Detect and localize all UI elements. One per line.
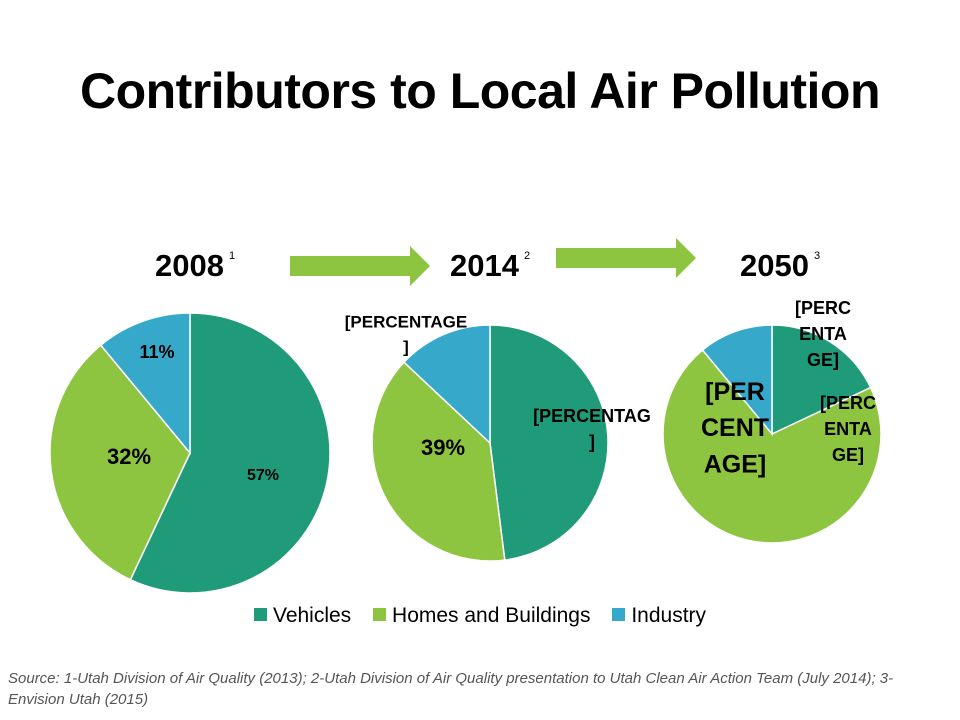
legend-item-homes: Homes and Buildings	[373, 604, 590, 628]
pie-slice-vehicles	[771, 324, 872, 436]
data-label-vehicles: 57%	[247, 467, 279, 484]
data-label-vehicles: [PERC ENTA GE]	[795, 298, 851, 370]
pie-slice-homes	[49, 344, 191, 581]
legend-swatch	[373, 607, 387, 621]
pie-slice-industry	[701, 324, 773, 437]
pie-slice-homes	[371, 361, 506, 562]
legend-item-vehicles: Vehicles	[253, 604, 351, 628]
pie-slice-homes	[662, 348, 882, 544]
year-label-2014: 2014 2	[450, 248, 531, 283]
pie-2008: 57% 32% 11%	[49, 312, 331, 594]
arrow-right-icon	[290, 246, 430, 286]
chart-legend: Vehicles Homes and Buildings Industry	[0, 604, 960, 628]
legend-item-industry: Industry	[612, 604, 706, 628]
pie-2050: [PERC ENTA GE] [PER CENT AGE] [PERC ENTA GE]	[662, 298, 882, 544]
data-label-homes: [PER CENT AGE]	[701, 378, 769, 479]
pie-slice-industry	[99, 312, 191, 456]
legend-swatch	[253, 607, 267, 621]
source-note: Source: 1-Utah Division of Air Quality (…	[8, 670, 894, 708]
pie-slice-vehicles	[129, 312, 331, 594]
data-label-homes: 32%	[107, 444, 151, 469]
data-label-homes: 39%	[421, 435, 465, 460]
pie-slice-industry	[402, 324, 491, 445]
year-label-2008: 2008 1	[155, 248, 236, 283]
data-label-industry: 11%	[139, 342, 174, 362]
data-label-industry: [PERCENTAGE]	[345, 313, 467, 357]
legend-swatch	[612, 607, 626, 621]
year-label-2050: 2050 3	[740, 248, 821, 283]
data-label-vehicles: [PERCENTAG]	[533, 406, 651, 452]
pie-2014: [PERCENTAG] 39% [PERCENTAGE]	[345, 313, 651, 562]
pie-slice-vehicles	[489, 324, 609, 561]
page-title: Contributors to Local Air Pollution	[79, 63, 881, 119]
arrow-right-icon	[556, 238, 696, 278]
